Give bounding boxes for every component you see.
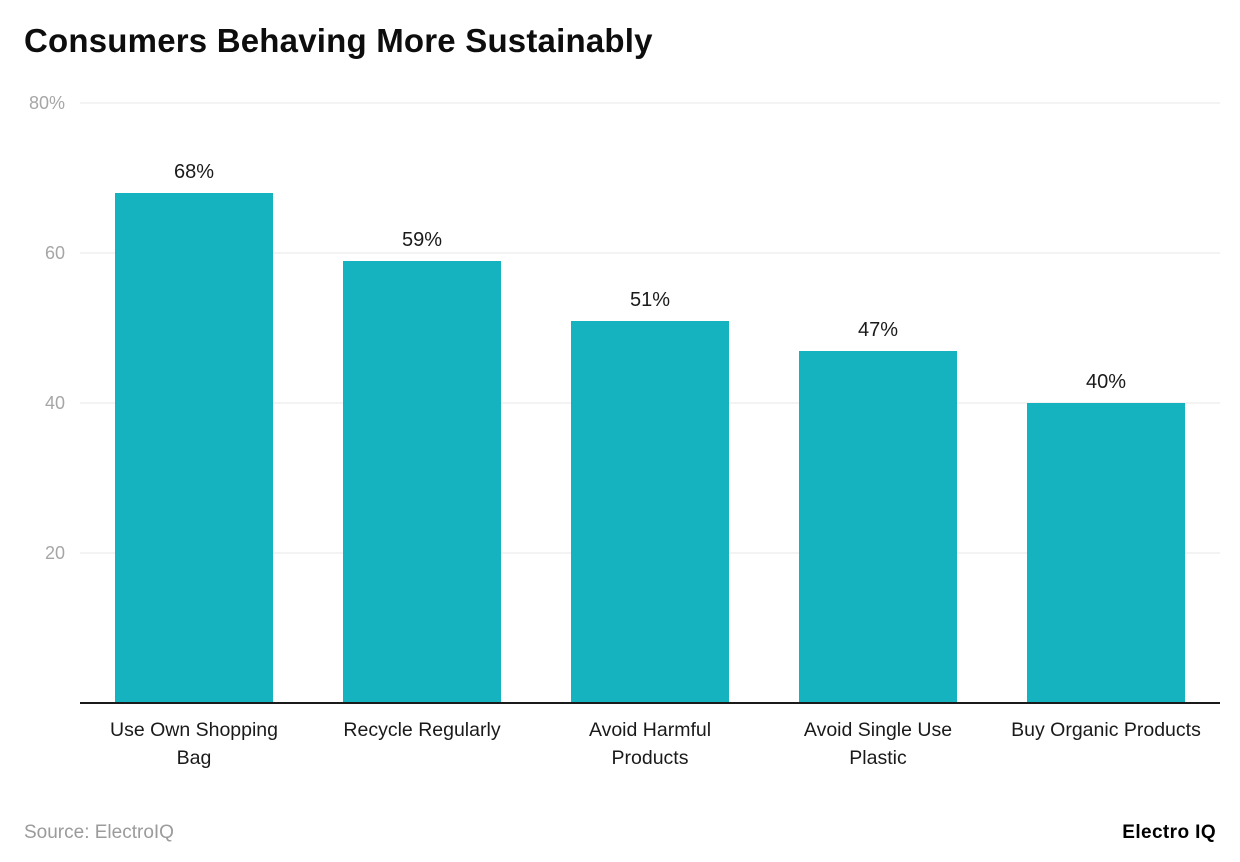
bar-value-label: 68% — [173, 161, 215, 183]
bar — [343, 260, 501, 703]
x-axis-label: Avoid Single Use Plastic — [764, 716, 992, 773]
bar — [799, 350, 957, 703]
x-axis-label-text: Recycle Regularly — [343, 719, 501, 741]
bar — [571, 320, 729, 703]
y-tick-label: 60 — [44, 242, 65, 263]
bar-value-label: 59% — [401, 228, 443, 251]
bar — [1027, 403, 1185, 703]
x-axis-label: Recycle Regularly — [308, 716, 536, 773]
x-labels: Use Own Shopping Bag Recycle Regularly Avo… — [80, 716, 1220, 773]
gridline: 60 — [45, 243, 1220, 263]
x-axis-label-text: Use Own Shopping Bag — [109, 719, 279, 770]
bars: 68% 59% 51% 47% 40% — [80, 103, 1220, 703]
bar-value-label: 47% — [857, 318, 899, 341]
bar-column: 68% — [80, 103, 308, 703]
y-tick-label: 80% — [28, 92, 65, 113]
y-tick-label: 20 — [44, 542, 65, 563]
x-axis-label: Buy Organic Products — [992, 716, 1220, 773]
x-axis-label: Use Own Shopping Bag — [80, 716, 308, 773]
y-tick-label: 40 — [44, 392, 65, 413]
x-axis-label-text: Buy Organic Products — [1011, 719, 1201, 741]
bar-value-label: 40% — [1085, 371, 1127, 393]
chart-title: Consumers Behaving More Sustainably — [24, 22, 653, 59]
x-axis-line — [80, 702, 1220, 704]
gridline: 80% — [29, 93, 1220, 113]
bar-column: 51% — [536, 103, 764, 703]
brand-logo: Electro IQ — [1122, 822, 1216, 843]
bar-column: 59% — [308, 103, 536, 703]
x-axis-label-text: Avoid Single Use Plastic — [803, 719, 953, 770]
plot-area: 68% 59% 51% 47% 40% 80% 60 40 20 — [29, 93, 1220, 704]
bar-column: 40% — [992, 103, 1220, 703]
x-axis-label-text: Avoid Harmful Products — [588, 719, 712, 770]
bar-value-label: 51% — [629, 288, 671, 311]
x-axis-label: Avoid Harmful Products — [536, 716, 764, 773]
bar-column: 47% — [764, 103, 992, 703]
bar — [115, 193, 273, 703]
source-note: Source: ElectroIQ — [24, 822, 174, 843]
